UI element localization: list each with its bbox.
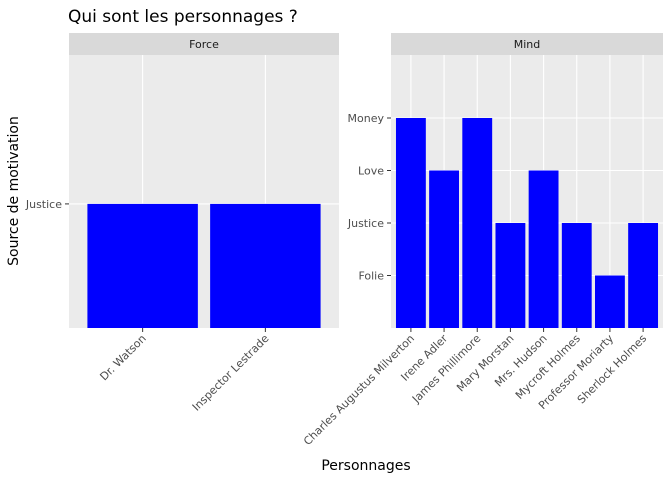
facet-strip <box>69 33 339 55</box>
y-tick-label: Justice <box>347 217 384 230</box>
facets: Force Justice Dr. Watson Inspector Lestrade… <box>25 33 663 448</box>
y-tick-label: Money <box>348 112 385 125</box>
x-tick-label: Charles Augustus Milverton <box>301 332 417 448</box>
bar <box>87 203 198 328</box>
bar <box>528 170 559 328</box>
bar <box>495 223 526 328</box>
bar <box>429 170 459 328</box>
x-axis-title: Personnages <box>321 458 410 474</box>
x-tick-label: Dr. Watson <box>97 332 148 383</box>
y-tick-label: Folie <box>358 270 384 283</box>
y-tick-label: Love <box>358 165 384 178</box>
bar <box>595 275 625 328</box>
bar <box>462 118 493 328</box>
facet-strip <box>391 33 663 55</box>
facet-force: Force Justice Dr. Watson Inspector Lestrade <box>25 33 339 414</box>
bar <box>210 203 321 328</box>
facet-strip-label: Force <box>189 38 219 51</box>
facet-strip-label: Mind <box>514 38 541 51</box>
bar <box>628 223 659 328</box>
y-axis-title: Source de motivation <box>6 116 22 266</box>
x-tick-label: Inspector Lestrade <box>190 332 272 414</box>
bar <box>561 223 592 328</box>
y-tick-label: Justice <box>25 198 62 211</box>
chart-title: Qui sont les personnages ? <box>68 7 298 27</box>
bar <box>395 118 426 328</box>
facet-mind: Mind Folie Justice Love Money Charles Augustu… <box>301 33 663 448</box>
